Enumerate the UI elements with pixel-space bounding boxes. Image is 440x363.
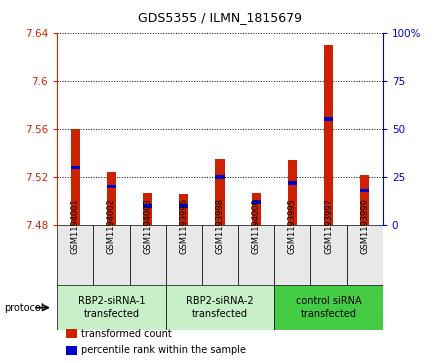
- Bar: [347, 225, 383, 285]
- Text: GSM1194002: GSM1194002: [107, 198, 116, 254]
- Text: protocol: protocol: [4, 303, 44, 313]
- Bar: [252, 200, 260, 204]
- Text: GSM1194003: GSM1194003: [143, 198, 152, 254]
- Bar: [57, 285, 166, 330]
- Bar: [324, 45, 333, 225]
- Text: control siRNA
transfected: control siRNA transfected: [296, 297, 361, 319]
- Bar: [216, 175, 224, 179]
- Bar: [288, 160, 297, 225]
- Bar: [180, 194, 188, 225]
- Bar: [216, 159, 224, 225]
- Bar: [66, 346, 77, 355]
- Bar: [288, 181, 297, 184]
- Bar: [252, 193, 260, 225]
- Text: GSM1193996: GSM1193996: [180, 198, 188, 254]
- Bar: [129, 225, 166, 285]
- Bar: [166, 285, 274, 330]
- Text: GSM1193995: GSM1193995: [288, 198, 297, 254]
- Bar: [66, 329, 77, 338]
- Bar: [180, 204, 188, 208]
- Bar: [93, 225, 129, 285]
- Text: transformed count: transformed count: [81, 329, 172, 339]
- Bar: [107, 185, 116, 188]
- Bar: [360, 175, 369, 225]
- Text: percentile rank within the sample: percentile rank within the sample: [81, 345, 246, 355]
- Bar: [311, 225, 347, 285]
- Bar: [274, 285, 383, 330]
- Bar: [71, 166, 80, 169]
- Text: GSM1193997: GSM1193997: [324, 198, 333, 254]
- Text: GSM1194001: GSM1194001: [71, 198, 80, 254]
- Bar: [143, 193, 152, 225]
- Bar: [143, 204, 152, 208]
- Bar: [324, 118, 333, 121]
- Text: GDS5355 / ILMN_1815679: GDS5355 / ILMN_1815679: [138, 11, 302, 24]
- Bar: [107, 172, 116, 225]
- Bar: [360, 189, 369, 192]
- Bar: [202, 225, 238, 285]
- Text: RBP2-siRNA-1
transfected: RBP2-siRNA-1 transfected: [78, 297, 145, 319]
- Bar: [238, 225, 274, 285]
- Text: RBP2-siRNA-2
transfected: RBP2-siRNA-2 transfected: [186, 297, 254, 319]
- Bar: [166, 225, 202, 285]
- Text: GSM1193999: GSM1193999: [360, 198, 369, 254]
- Bar: [71, 129, 80, 225]
- Bar: [274, 225, 311, 285]
- Text: GSM1194000: GSM1194000: [252, 198, 260, 254]
- Bar: [57, 225, 93, 285]
- Text: GSM1193998: GSM1193998: [216, 198, 224, 254]
